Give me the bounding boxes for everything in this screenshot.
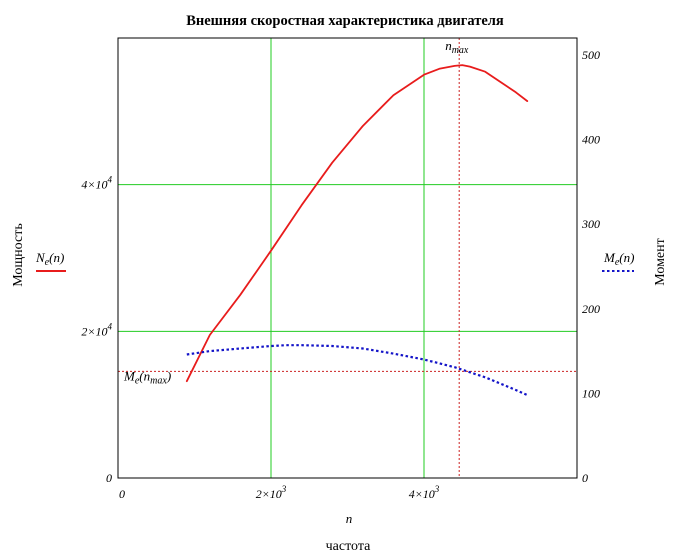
x-tick-label-2: 4×103 xyxy=(409,484,440,501)
reference-line-labels: nmax Me(nmax) xyxy=(123,38,469,386)
y-right-tick-label-0: 0 xyxy=(582,471,588,485)
y-right-tick-label-2: 200 xyxy=(582,302,600,316)
legend-label-0: Ne(n) xyxy=(35,250,64,268)
nmax-label: nmax xyxy=(445,38,469,56)
x-axis-symbol: n xyxy=(346,511,353,526)
legend-label-1: Me(n) xyxy=(603,250,634,268)
y-right-tick-label-4: 400 xyxy=(582,133,600,147)
chart-title: Внешняя скоростная характеристика двигат… xyxy=(186,13,504,29)
y-right-tick-label-3: 300 xyxy=(581,217,600,231)
y-right-tick-label-1: 100 xyxy=(582,386,600,400)
x-tick-label-1: 2×103 xyxy=(256,484,287,501)
me-nmax-label: Me(nmax) xyxy=(123,368,171,386)
plot-frame xyxy=(117,37,578,479)
x-tick-label-0: 0 xyxy=(119,487,125,501)
reference-lines xyxy=(118,38,577,478)
series-line-0 xyxy=(185,64,529,383)
legend: Ne(n) Me(n) xyxy=(35,250,634,272)
y-right-tick-label-5: 500 xyxy=(582,48,600,62)
y-axis-label-left: Мощность xyxy=(11,223,26,286)
series-lines xyxy=(185,64,529,397)
y-left-tick-label-2: 4×104 xyxy=(81,175,112,192)
y-axis-label-right: Момент xyxy=(653,238,668,286)
y-left-tick-label-0: 0 xyxy=(106,471,112,485)
tick-labels: 0 2×103 4×103 0 2×104 4×104 0 100 200 300 400 500 xyxy=(81,48,600,501)
y-left-tick-label-1: 2×104 xyxy=(81,321,112,338)
grid-lines xyxy=(118,38,577,478)
series-line-1 xyxy=(186,344,528,397)
x-axis-label: частота xyxy=(326,539,372,554)
